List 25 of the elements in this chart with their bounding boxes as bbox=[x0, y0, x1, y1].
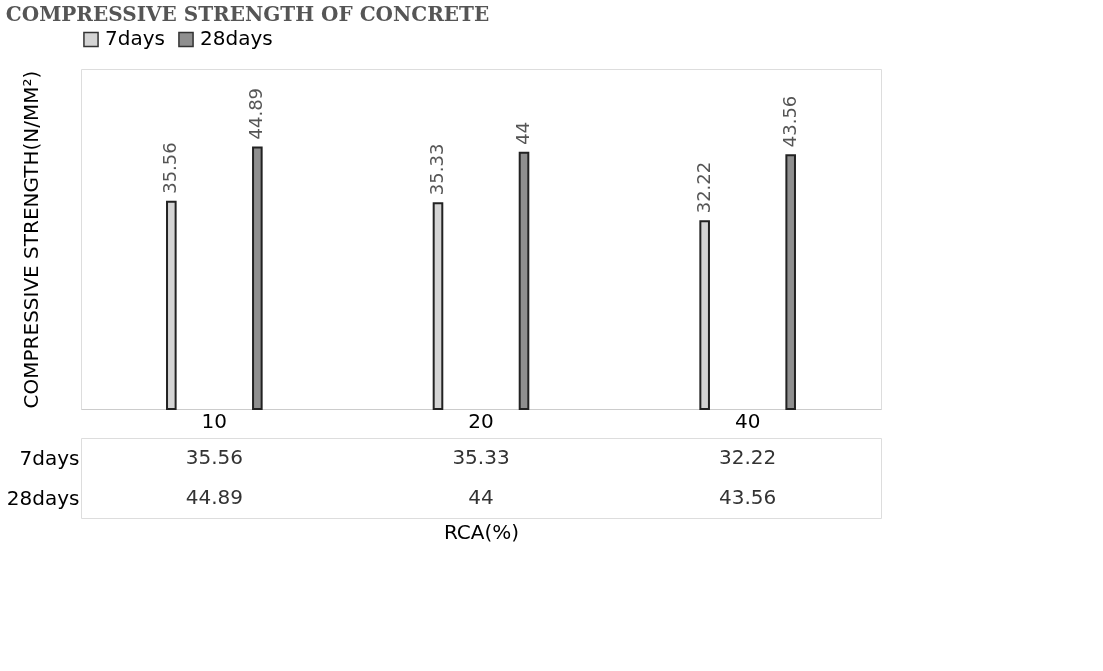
y-axis-title: COMPRESSIVE STRENGTH(N/MM²) bbox=[18, 70, 43, 409]
text: 43.56 bbox=[778, 95, 800, 148]
data-label: 32.22 bbox=[719, 445, 777, 469]
legend-label: 7days bbox=[105, 26, 165, 51]
data-label: 44 bbox=[468, 485, 494, 509]
data-label: 35.56 bbox=[185, 445, 243, 469]
text: 44 bbox=[512, 121, 534, 145]
chart-title: COMPRESSIVE STRENGTH OF CONCRETE bbox=[5, 2, 490, 26]
bar bbox=[518, 151, 530, 410]
data-label: 43.56 bbox=[719, 485, 777, 509]
bar bbox=[252, 146, 263, 410]
text: 28days bbox=[6, 485, 80, 510]
legend-label: 28days bbox=[200, 26, 273, 51]
text: 44.89 bbox=[245, 87, 267, 140]
data-label: 35.33 bbox=[452, 445, 510, 469]
annotation: 35.33 bbox=[425, 143, 447, 196]
x-tick-label: 20 bbox=[468, 408, 494, 433]
bar bbox=[785, 154, 796, 410]
x-tick-label: 40 bbox=[734, 408, 761, 433]
x-axis-title: RCA(%) bbox=[443, 519, 520, 544]
annotation: 35.56 bbox=[159, 142, 181, 194]
text: 7days bbox=[19, 445, 80, 470]
x-tick-label: 10 bbox=[201, 408, 228, 433]
annotation: 32.22 bbox=[692, 161, 714, 214]
data-label: 44.89 bbox=[185, 485, 243, 509]
